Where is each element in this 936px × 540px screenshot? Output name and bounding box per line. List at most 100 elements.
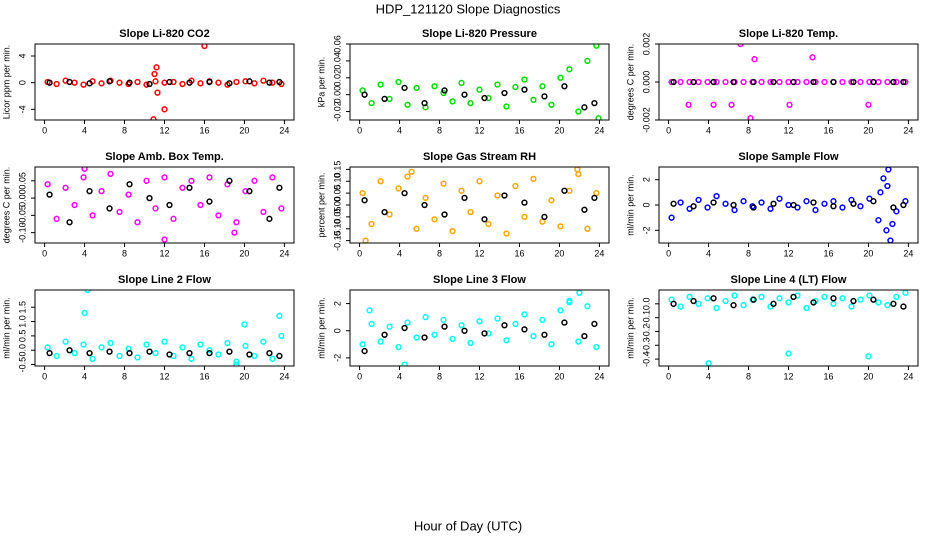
point — [116, 352, 123, 360]
y-tick-label: 0.000 — [641, 71, 651, 94]
x-tick-label: 24 — [279, 371, 289, 381]
point — [512, 83, 519, 91]
point — [401, 324, 408, 332]
point — [593, 343, 600, 351]
point — [704, 295, 711, 302]
point — [803, 198, 810, 205]
plot-frame — [34, 289, 295, 367]
point — [71, 79, 78, 86]
point — [690, 297, 697, 305]
point — [575, 108, 582, 115]
point — [166, 78, 173, 86]
y-tick-label: 0.04 — [332, 52, 342, 70]
point — [686, 78, 693, 86]
x-tick-label: 24 — [279, 125, 289, 135]
point — [695, 78, 702, 86]
x-tick-label: 8 — [746, 248, 751, 258]
y-tick-label: 2 — [641, 177, 651, 182]
point — [377, 178, 384, 185]
point — [251, 177, 258, 184]
point — [785, 201, 792, 209]
point — [593, 44, 600, 49]
x-tick-label: 0 — [42, 125, 47, 135]
y-axis-label: ml/min per min. — [625, 174, 635, 236]
point — [770, 300, 777, 307]
point — [186, 184, 193, 191]
y-axis-label: ml/min per min. — [625, 297, 635, 359]
point — [152, 205, 159, 212]
point — [830, 78, 837, 86]
point — [467, 339, 474, 347]
point — [704, 204, 711, 211]
y-tick-label: 0.00 — [332, 196, 342, 214]
x-tick-label: 24 — [903, 248, 913, 258]
point — [66, 219, 73, 226]
y-tick-label: -0.05 — [332, 207, 342, 228]
point — [404, 319, 411, 326]
point — [153, 64, 160, 71]
point — [413, 334, 420, 341]
point — [728, 101, 735, 108]
point — [276, 184, 283, 191]
point — [449, 335, 456, 343]
x-tick-label: 0 — [666, 248, 671, 258]
y-tick-label: 0.00 — [332, 86, 342, 104]
point — [231, 229, 238, 236]
x-tick-label: 0 — [42, 248, 47, 258]
point — [44, 181, 51, 188]
point — [186, 349, 193, 357]
point — [246, 351, 253, 358]
point — [143, 177, 150, 184]
point — [776, 195, 783, 202]
point — [870, 296, 877, 303]
point — [850, 78, 857, 86]
point — [206, 347, 213, 354]
point — [884, 182, 891, 190]
point — [242, 78, 249, 85]
panel-title: Slope Li-820 Temp. — [739, 28, 838, 40]
point — [557, 74, 564, 81]
point — [276, 312, 283, 319]
x-tick-label: 0 — [357, 248, 362, 258]
point — [893, 208, 900, 215]
y-tick-label: -0.10 — [17, 222, 27, 243]
point — [541, 331, 548, 338]
point — [850, 297, 857, 305]
point — [494, 192, 501, 199]
point — [875, 78, 882, 86]
point — [794, 78, 801, 86]
point — [381, 208, 388, 216]
point — [512, 320, 519, 328]
point — [566, 66, 573, 73]
x-tick-label: 4 — [706, 371, 711, 381]
point — [134, 354, 141, 361]
point — [361, 197, 368, 204]
point — [830, 300, 837, 307]
y-axis-label: degrees C per min. — [625, 44, 635, 121]
y-tick-label: 1.0 — [17, 315, 27, 328]
point — [44, 344, 51, 351]
point — [106, 78, 113, 85]
panel-title: Slope Gas Stream RH — [423, 151, 536, 163]
point — [561, 319, 568, 326]
point — [260, 338, 267, 345]
point — [359, 189, 366, 197]
point — [539, 316, 546, 324]
point — [561, 187, 568, 194]
point — [170, 215, 177, 222]
point — [215, 351, 222, 358]
point — [150, 116, 157, 120]
point — [276, 352, 283, 360]
point — [106, 348, 113, 355]
point — [467, 99, 474, 107]
figure-title: HDP_121120 Slope Diagnostics — [376, 1, 561, 16]
plot-frame — [658, 289, 919, 367]
point — [377, 338, 384, 345]
point — [404, 173, 411, 180]
x-tick-label: 0 — [666, 371, 671, 381]
point — [386, 211, 393, 218]
point — [548, 341, 555, 348]
point — [521, 199, 528, 206]
point — [485, 94, 492, 102]
point — [751, 56, 758, 63]
